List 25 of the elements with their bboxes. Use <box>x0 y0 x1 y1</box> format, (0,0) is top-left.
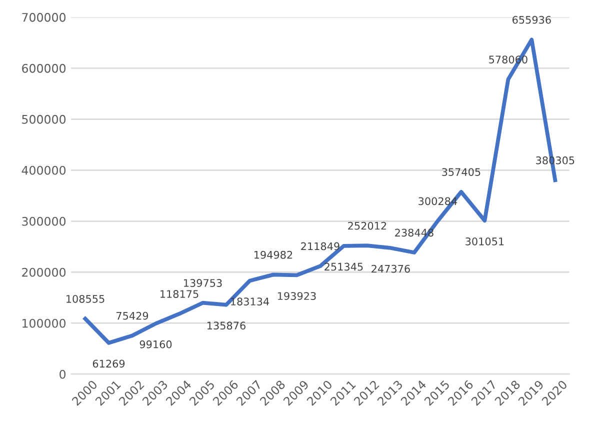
y-tick-label: 200000 <box>22 268 66 277</box>
y-tick-label: 400000 <box>22 166 66 175</box>
data-label: 357405 <box>442 168 480 176</box>
data-label: 183134 <box>230 298 270 306</box>
data-label: 75429 <box>116 312 148 320</box>
y-tick-label: 700000 <box>22 12 66 22</box>
data-label: 655936 <box>512 16 551 24</box>
data-label: 61269 <box>92 360 125 368</box>
data-label: 211849 <box>301 242 340 250</box>
y-tick-label: 100000 <box>22 318 66 328</box>
y-tick-label: 600000 <box>22 64 66 73</box>
y-tick-label: 0 <box>60 370 66 379</box>
data-label: 99160 <box>140 340 172 348</box>
data-label: 301051 <box>466 237 504 246</box>
data-label: 247376 <box>372 264 410 273</box>
data-label: 135876 <box>207 322 246 330</box>
data-label: 108555 <box>66 294 104 303</box>
data-label: 194982 <box>254 250 292 259</box>
data-label: 193923 <box>278 292 316 300</box>
data-label: 251345 <box>324 262 363 271</box>
data-label: 252012 <box>348 222 386 230</box>
data-label: 118175 <box>160 290 198 298</box>
y-tick-label: 300000 <box>22 216 66 226</box>
data-label: 139753 <box>184 279 222 287</box>
y-tick-label: 500000 <box>22 114 66 124</box>
